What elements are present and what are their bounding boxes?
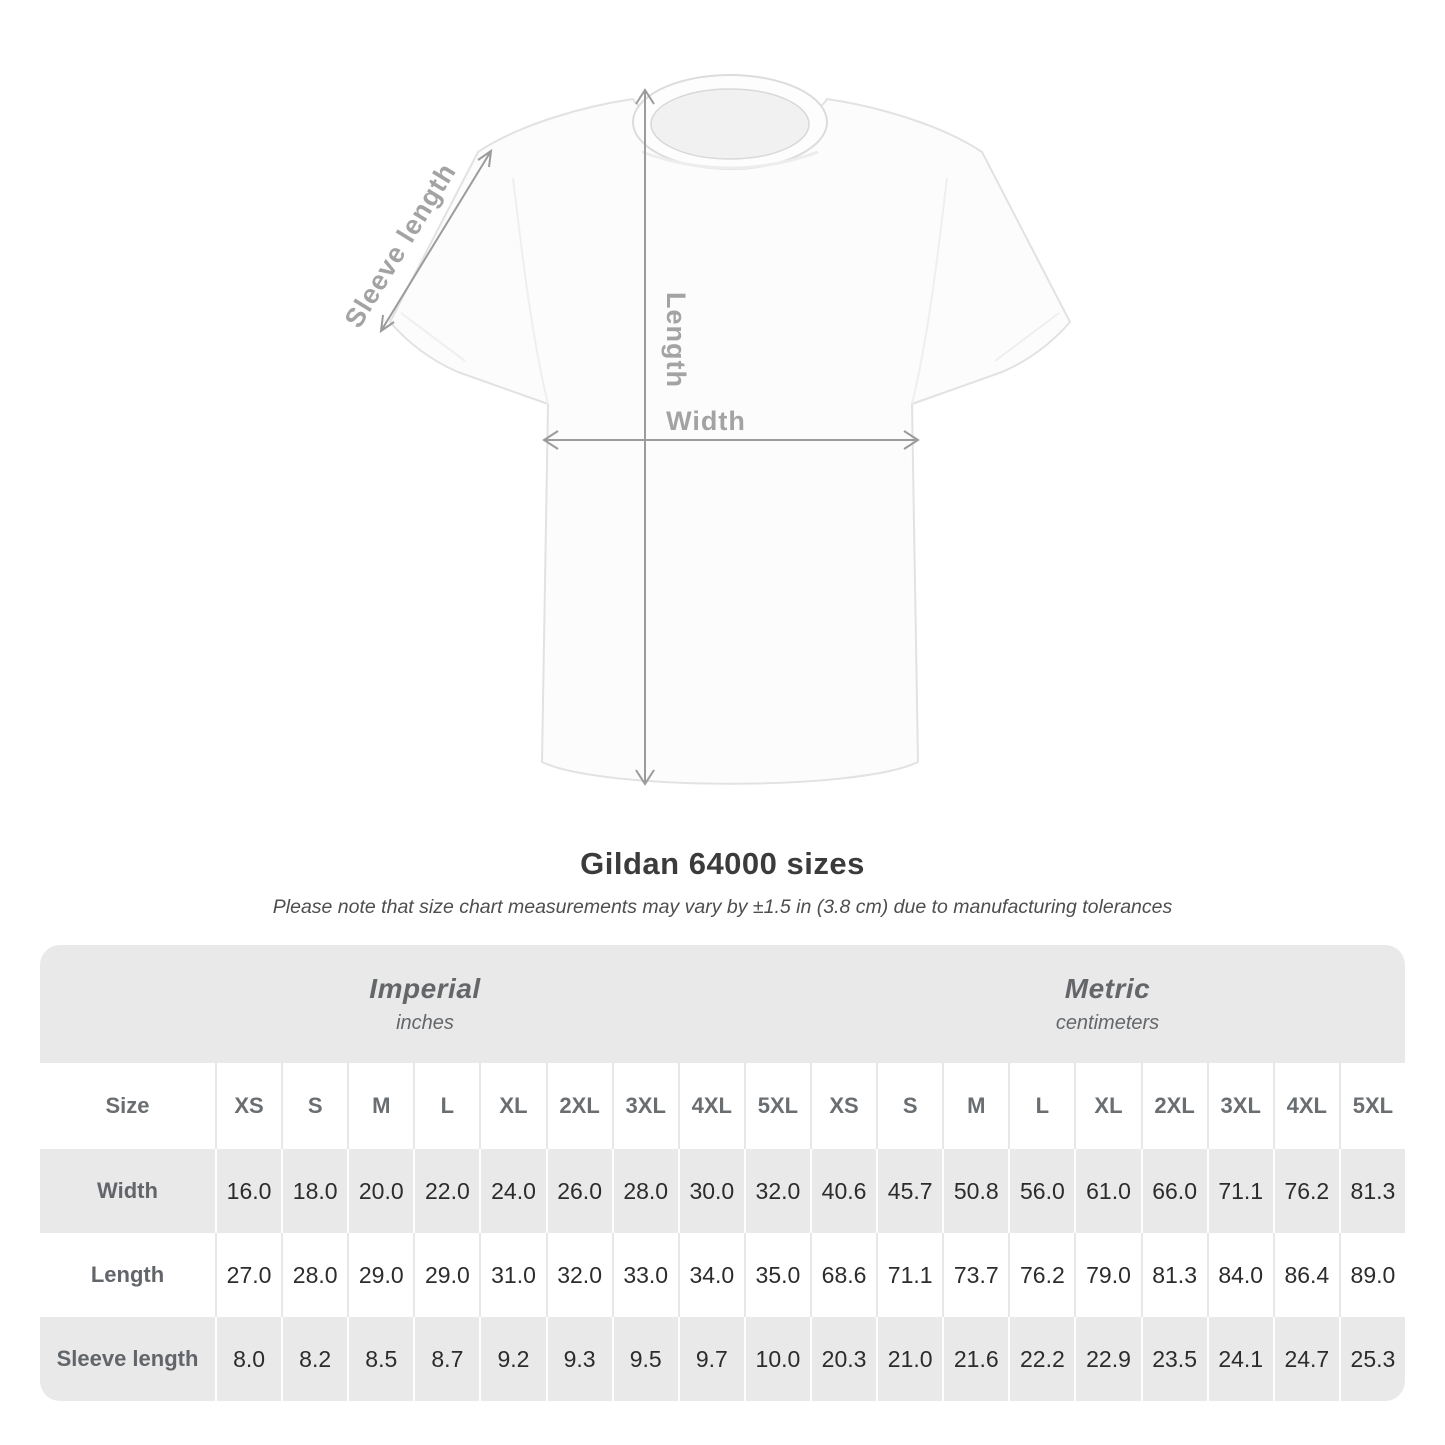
sleeve-metric-4xl: 24.7 [1272, 1317, 1339, 1401]
sleeve-metric-m: 21.6 [942, 1317, 1008, 1401]
size-column-header: Size [105, 1093, 150, 1118]
size-header-imperial-l: L [413, 1063, 479, 1149]
size-header-imperial-xs: XS [215, 1063, 281, 1149]
sleeve-metric-xl: 22.9 [1074, 1317, 1140, 1401]
width-metric-xs: 40.6 [810, 1149, 876, 1233]
width-metric-s: 45.7 [876, 1149, 942, 1233]
width-imperial-4xl: 30.0 [677, 1149, 744, 1233]
length-imperial-m: 29.0 [347, 1233, 413, 1317]
tshirt-measurement-diagram: Sleeve length Length Width [339, 74, 1071, 786]
width-imperial-2xl: 26.0 [545, 1149, 612, 1233]
width-label: Width [666, 406, 746, 436]
length-imperial-4xl: 34.0 [677, 1233, 744, 1317]
size-header-metric-s: S [876, 1063, 942, 1149]
sleeve-imperial-4xl: 9.7 [677, 1317, 744, 1401]
length-imperial-5xl: 35.0 [743, 1233, 810, 1317]
length-imperial-s: 28.0 [281, 1233, 347, 1317]
length-imperial-xs: 27.0 [215, 1233, 281, 1317]
length-label: Length [661, 292, 691, 388]
size-header-imperial-2xl: 2XL [545, 1063, 612, 1149]
width-imperial-l: 22.0 [413, 1149, 479, 1233]
size-header-imperial-xl: XL [479, 1063, 545, 1149]
width-imperial-s: 18.0 [281, 1149, 347, 1233]
width-imperial-m: 20.0 [347, 1149, 413, 1233]
length-imperial-l: 29.0 [413, 1233, 479, 1317]
sleeve-metric-xs: 20.3 [810, 1317, 876, 1401]
sleeve-imperial-m: 8.5 [347, 1317, 413, 1401]
page-title: Gildan 64000 sizes [580, 846, 865, 881]
size-header-row: Size XS S M L XL 2XL 3XL 4XL 5XL XS S M … [40, 1063, 1405, 1149]
measurement-arrows [379, 88, 920, 786]
size-header-metric-l: L [1008, 1063, 1074, 1149]
row-label-width: Width [97, 1178, 158, 1203]
width-metric-3xl: 71.1 [1206, 1149, 1273, 1233]
size-header-metric-m: M [942, 1063, 1008, 1149]
imperial-group-header: Imperial inches [40, 945, 810, 1063]
table-row-length: Length 27.0 28.0 29.0 29.0 31.0 32.0 33.… [40, 1233, 1405, 1317]
row-label-length: Length [90, 1262, 165, 1287]
size-chart-table: Imperial inches Metric centimeters Size … [40, 945, 1405, 1401]
metric-group-header: Metric centimeters [810, 945, 1405, 1063]
size-header-imperial-5xl: 5XL [743, 1063, 810, 1149]
size-header-metric-4xl: 4XL [1272, 1063, 1339, 1149]
length-metric-l: 76.2 [1008, 1233, 1074, 1317]
sleeve-metric-s: 21.0 [876, 1317, 942, 1401]
sleeve-imperial-3xl: 9.5 [611, 1317, 678, 1401]
imperial-group-unit: inches [396, 1012, 454, 1034]
width-imperial-5xl: 32.0 [743, 1149, 810, 1233]
metric-group-title: Metric [1064, 973, 1151, 1004]
sleeve-imperial-xs: 8.0 [215, 1317, 281, 1401]
sleeve-imperial-s: 8.2 [281, 1317, 347, 1401]
length-metric-2xl: 81.3 [1140, 1233, 1207, 1317]
size-header-imperial-3xl: 3XL [611, 1063, 678, 1149]
length-metric-xl: 79.0 [1074, 1233, 1140, 1317]
size-header-imperial-m: M [347, 1063, 413, 1149]
length-imperial-3xl: 33.0 [611, 1233, 678, 1317]
page-subtitle: Please note that size chart measurements… [272, 896, 1173, 918]
width-imperial-xs: 16.0 [215, 1149, 281, 1233]
sleeve-length-arrow [380, 150, 492, 332]
width-metric-5xl: 81.3 [1338, 1149, 1405, 1233]
size-header-metric-3xl: 3XL [1206, 1063, 1273, 1149]
unit-group-header-row: Imperial inches Metric centimeters [40, 945, 1405, 1063]
length-metric-xs: 68.6 [810, 1233, 876, 1317]
sleeve-imperial-5xl: 10.0 [743, 1317, 810, 1401]
length-metric-5xl: 89.0 [1338, 1233, 1405, 1317]
sleeve-metric-5xl: 25.3 [1338, 1317, 1405, 1401]
sleeve-metric-l: 22.2 [1008, 1317, 1074, 1401]
length-metric-3xl: 84.0 [1206, 1233, 1273, 1317]
size-header-metric-xl: XL [1074, 1063, 1140, 1149]
sleeve-imperial-l: 8.7 [413, 1317, 479, 1401]
sleeve-metric-2xl: 23.5 [1140, 1317, 1207, 1401]
size-header-imperial-4xl: 4XL [677, 1063, 744, 1149]
size-header-metric-xs: XS [810, 1063, 876, 1149]
table-row-width: Width 16.0 18.0 20.0 22.0 24.0 26.0 28.0… [40, 1149, 1405, 1233]
sleeve-metric-3xl: 24.1 [1206, 1317, 1273, 1401]
width-metric-2xl: 66.0 [1140, 1149, 1207, 1233]
length-metric-m: 73.7 [942, 1233, 1008, 1317]
row-label-sleeve-length: Sleeve length [56, 1346, 199, 1371]
length-imperial-2xl: 32.0 [545, 1233, 612, 1317]
tshirt-image [389, 74, 1071, 785]
imperial-group-title: Imperial [369, 973, 481, 1004]
metric-group-unit: centimeters [1055, 1012, 1160, 1034]
width-metric-m: 50.8 [942, 1149, 1008, 1233]
size-header-metric-2xl: 2XL [1140, 1063, 1207, 1149]
sleeve-imperial-xl: 9.2 [479, 1317, 545, 1401]
width-metric-4xl: 76.2 [1272, 1149, 1339, 1233]
width-metric-xl: 61.0 [1074, 1149, 1140, 1233]
table-row-sleeve-length: Sleeve length 8.0 8.2 8.5 8.7 9.2 9.3 9.… [40, 1317, 1405, 1401]
width-metric-l: 56.0 [1008, 1149, 1074, 1233]
size-header-metric-5xl: 5XL [1338, 1063, 1405, 1149]
length-metric-s: 71.1 [876, 1233, 942, 1317]
sleeve-imperial-2xl: 9.3 [545, 1317, 612, 1401]
length-metric-4xl: 86.4 [1272, 1233, 1339, 1317]
width-imperial-xl: 24.0 [479, 1149, 545, 1233]
size-header-imperial-s: S [281, 1063, 347, 1149]
length-imperial-xl: 31.0 [479, 1233, 545, 1317]
width-imperial-3xl: 28.0 [611, 1149, 678, 1233]
